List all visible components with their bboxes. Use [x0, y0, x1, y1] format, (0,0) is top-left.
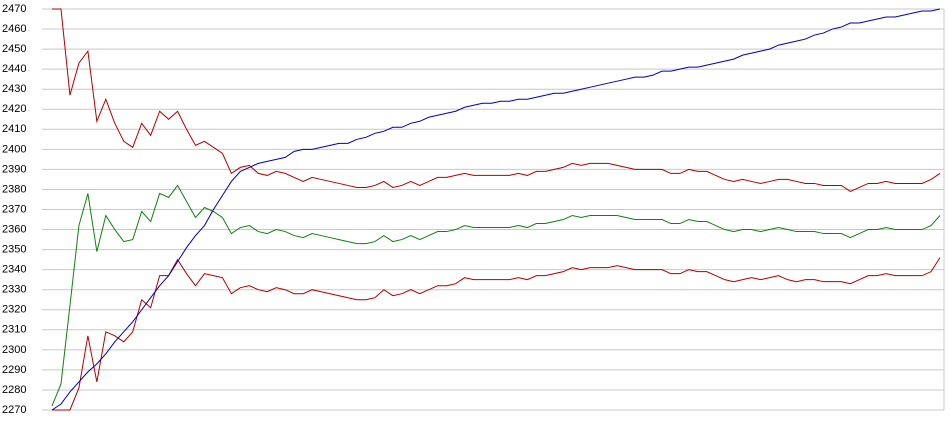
y-tick-label: 2320: [2, 304, 26, 316]
y-tick-label: 2370: [2, 203, 26, 215]
y-tick-label: 2390: [2, 163, 26, 175]
y-tick-label: 2420: [2, 103, 26, 115]
series-line: [52, 8, 941, 193]
y-tick-label: 2360: [2, 223, 26, 235]
y-tick-label: 2280: [2, 384, 26, 396]
y-tick-label: 2270: [2, 404, 26, 416]
series-line: [51, 184, 941, 407]
y-tick-label: 2400: [2, 143, 26, 155]
y-tick-label: 2440: [2, 63, 26, 75]
y-tick-label: 2300: [2, 344, 26, 356]
y-tick-label: 2470: [2, 3, 26, 15]
y-tick-label: 2350: [2, 244, 26, 256]
y-tick-label: 2310: [2, 324, 26, 336]
y-tick-label: 2450: [2, 43, 26, 55]
y-tick-label: 2290: [2, 364, 26, 376]
y-tick-label: 2430: [2, 83, 26, 95]
y-tick-label: 2330: [2, 284, 26, 296]
y-tick-label: 2380: [2, 183, 26, 195]
y-tick-label: 2460: [2, 23, 26, 35]
y-tick-label: 2340: [2, 264, 26, 276]
y-tick-label: 2410: [2, 123, 26, 135]
series-line: [51, 8, 941, 411]
series-line: [52, 257, 941, 411]
